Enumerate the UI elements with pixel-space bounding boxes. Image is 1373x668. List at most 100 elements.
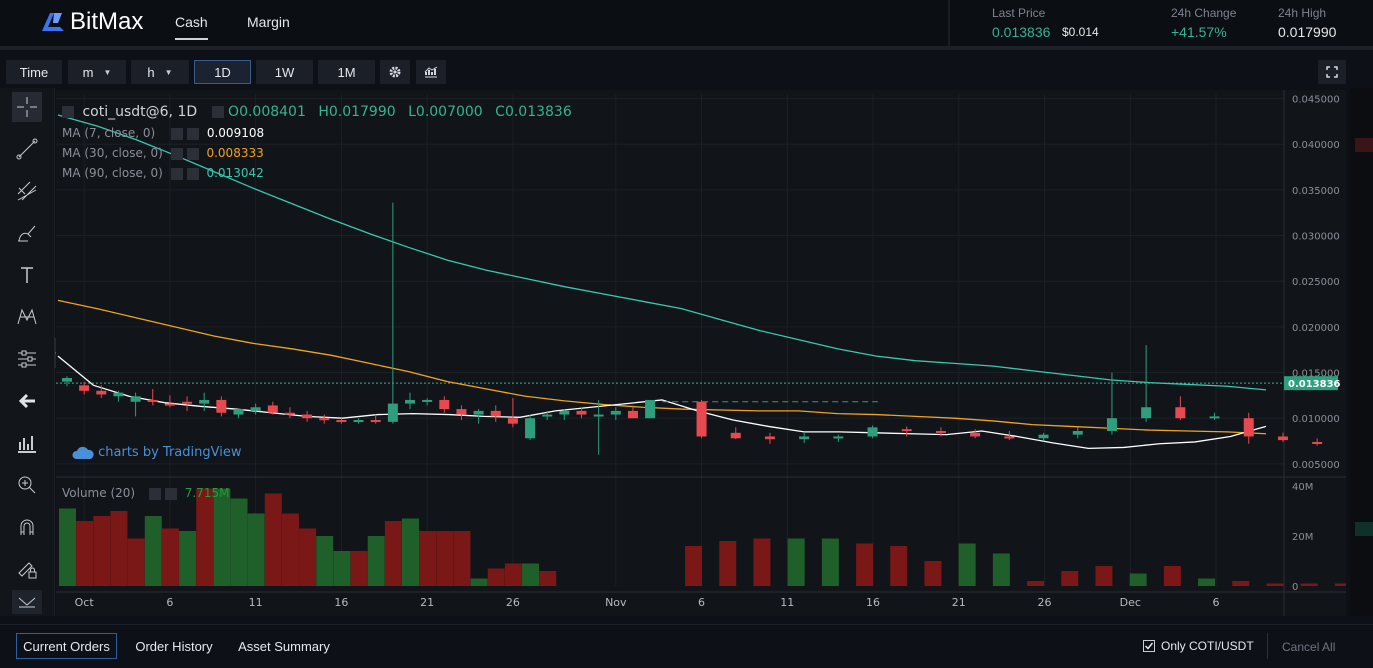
candle-body xyxy=(79,385,90,391)
pair-filter[interactable]: Only COTI/USDT xyxy=(1143,639,1254,653)
close-icon[interactable] xyxy=(187,127,200,140)
time-tick-label: 26 xyxy=(506,596,520,609)
volume-tick-label: 20M xyxy=(1292,532,1313,543)
chart-area[interactable]: 0.045000 0.040000 0.035000 0.030000 0.025000… xyxy=(56,90,1373,616)
settings-button[interactable] xyxy=(380,60,410,84)
pitchfork-tool[interactable] xyxy=(12,176,42,206)
trend-line-tool[interactable] xyxy=(12,134,42,164)
candle-body xyxy=(405,399,415,404)
drawing-toolbar xyxy=(0,88,55,616)
ohlc-low: L0.007000 xyxy=(408,104,483,120)
logo[interactable]: BitMax xyxy=(40,8,143,36)
ohlc-high: H0.017990 xyxy=(318,104,396,120)
zoom-tool[interactable] xyxy=(12,470,42,500)
text-tool[interactable] xyxy=(12,260,42,290)
candle-body xyxy=(1175,407,1186,419)
hour-dropdown[interactable]: h ▼ xyxy=(131,60,189,84)
volume-bar xyxy=(213,488,231,586)
time-tick-label: 21 xyxy=(420,596,434,609)
volume-bar xyxy=(281,513,299,586)
time-button[interactable]: Time xyxy=(6,60,62,84)
candle-body xyxy=(130,396,141,402)
magnet-tool[interactable] xyxy=(12,512,42,542)
pattern-tool[interactable] xyxy=(12,302,42,332)
minute-dropdown[interactable]: m ▼ xyxy=(68,60,126,84)
interval-1w-button[interactable]: 1W xyxy=(256,60,313,84)
candle-body xyxy=(867,427,878,437)
last-price-value: 0.013836 xyxy=(992,24,1051,40)
back-tool[interactable] xyxy=(12,386,42,416)
settings-icon[interactable] xyxy=(211,106,224,118)
interval-1m-button[interactable]: 1M xyxy=(318,60,375,84)
volume-bar xyxy=(127,538,145,586)
volume-bar xyxy=(196,488,214,586)
time-tick-label: 26 xyxy=(1038,596,1052,609)
volume-bar xyxy=(958,543,976,586)
volume-legend: Volume (20) 7.715M xyxy=(62,486,229,500)
collapse-legend-icon[interactable] xyxy=(62,106,74,118)
candle-body xyxy=(490,410,501,417)
candle-body xyxy=(267,405,278,413)
price-chart[interactable]: 0.045000 0.040000 0.035000 0.030000 0.025000… xyxy=(56,90,1373,616)
checkbox-checked-icon[interactable] xyxy=(1143,640,1155,652)
gear-icon[interactable] xyxy=(170,167,183,180)
lock-drawing-tool[interactable] xyxy=(12,554,42,584)
tab-cash[interactable]: Cash xyxy=(175,14,208,40)
tab-current-orders[interactable]: Current Orders xyxy=(16,633,117,659)
volume-bar xyxy=(161,528,179,586)
gear-icon[interactable] xyxy=(170,147,183,160)
prediction-tool[interactable] xyxy=(12,344,42,374)
tab-asset-summary-label: Asset Summary xyxy=(238,638,330,654)
fullscreen-button[interactable] xyxy=(1318,60,1346,84)
tab-asset-summary[interactable]: Asset Summary xyxy=(232,633,336,659)
trend-line-icon xyxy=(16,138,38,160)
crosshair-tool[interactable] xyxy=(12,92,42,122)
close-icon[interactable] xyxy=(186,147,199,160)
volume-bar xyxy=(299,528,317,586)
chart-toolbar: Time m ▼ h ▼ 1D 1W 1M xyxy=(0,56,1373,88)
tab-order-history[interactable]: Order History xyxy=(126,633,222,659)
time-label: Time xyxy=(19,64,49,80)
time-tick-label: 11 xyxy=(249,596,263,609)
candle-body xyxy=(284,412,295,415)
volume-bar xyxy=(1334,583,1352,586)
indicators-button[interactable] xyxy=(416,60,446,84)
measure-tool[interactable] xyxy=(12,428,42,458)
candle-body xyxy=(970,432,981,437)
indicators-icon xyxy=(424,66,438,78)
candle-body xyxy=(1277,436,1288,441)
volume-bar xyxy=(487,568,505,586)
ma90-line xyxy=(57,114,1267,391)
tab-margin[interactable]: Margin xyxy=(247,14,290,30)
candle-body xyxy=(1106,418,1117,431)
price-tick-label: 0.030000 xyxy=(1292,232,1340,243)
ma7-label: MA (7, close, 0) xyxy=(62,126,156,140)
gear-icon[interactable] xyxy=(171,127,184,140)
candle-body xyxy=(336,420,347,423)
ma7-line xyxy=(57,355,1267,449)
price-tick-label: 0.040000 xyxy=(1292,140,1340,151)
volume-value: 7.715M xyxy=(184,486,230,500)
volume-bar xyxy=(1198,578,1216,586)
candle-body xyxy=(96,390,107,395)
volume-bar xyxy=(230,498,248,586)
symbol-legend: coti_usdt@6, 1D O0.008401 H0.017990 L0.0… xyxy=(62,104,572,120)
cloud-icon xyxy=(72,446,94,459)
volume-bar xyxy=(453,531,471,586)
candle-body xyxy=(610,410,621,415)
price-tick-label: 0.035000 xyxy=(1292,186,1340,197)
tradingview-watermark[interactable]: charts by TradingView xyxy=(72,445,241,460)
volume-bar xyxy=(419,531,437,586)
candle-body xyxy=(422,399,433,402)
close-icon[interactable] xyxy=(164,487,177,500)
prediction-icon xyxy=(18,350,36,368)
interval-1d-button[interactable]: 1D xyxy=(194,60,251,84)
last-price-tag-label: 0.013836 xyxy=(1288,379,1341,390)
volume-bar xyxy=(1027,581,1045,586)
close-icon[interactable] xyxy=(186,167,199,180)
cancel-all-button[interactable]: Cancel All xyxy=(1282,640,1336,654)
brush-tool[interactable] xyxy=(12,218,42,248)
candle-body xyxy=(182,401,193,404)
gear-icon[interactable] xyxy=(148,487,161,500)
collapse-tool[interactable] xyxy=(12,590,42,614)
